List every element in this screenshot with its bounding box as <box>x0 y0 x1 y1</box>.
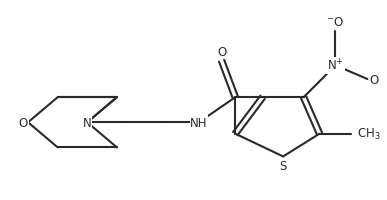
Text: NH: NH <box>190 116 207 129</box>
Text: O: O <box>19 116 28 129</box>
Text: N$^{+}$: N$^{+}$ <box>327 58 344 74</box>
Text: N: N <box>83 116 92 129</box>
Text: S: S <box>279 159 287 172</box>
Text: CH$_3$: CH$_3$ <box>357 126 380 142</box>
Text: $^{-}$O: $^{-}$O <box>327 16 344 29</box>
Text: O: O <box>370 73 379 86</box>
Text: O: O <box>217 45 226 58</box>
